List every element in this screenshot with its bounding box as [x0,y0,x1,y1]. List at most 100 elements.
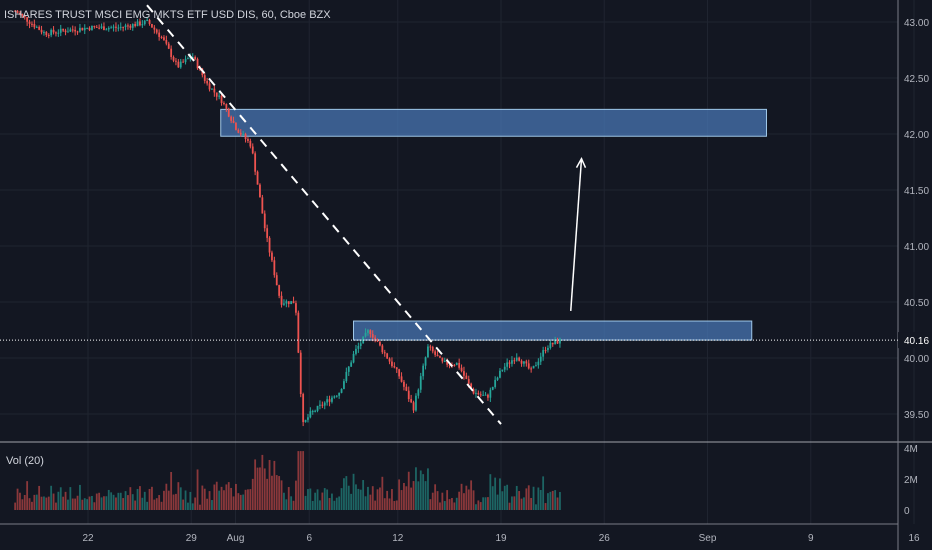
volume-bar [199,504,201,510]
candle-body [184,58,187,63]
volume-bar [367,486,369,510]
candle-body [230,116,233,121]
candle-body [76,31,79,33]
volume-bar [496,494,499,510]
candle-body [463,371,465,376]
volume-bar [266,478,269,510]
candle-body [439,356,441,358]
volume-bar [292,500,295,510]
candle-body [28,21,31,24]
candle-body [388,358,391,362]
candle-body [295,303,297,313]
candle-body [117,27,120,29]
y-tick-label: 40.50 [904,298,929,309]
candle-body [110,27,113,29]
y-tick-label: 42.50 [904,74,929,85]
candle-body [369,330,372,335]
candle-body [395,367,398,370]
volume-bar [148,488,151,510]
volume-bar [155,498,158,510]
candle-body [532,365,535,369]
volume-bar [477,500,480,510]
candle-body [23,15,26,18]
volume-bar [458,491,461,510]
candle-body [74,29,77,32]
candle-body [446,361,449,365]
volume-bar [311,500,314,510]
volume-bar [76,495,79,510]
candle-body [403,381,405,387]
volume-bar [487,497,489,510]
candle-body [316,405,319,411]
volume-bar [225,484,228,510]
candle-body [559,338,561,344]
volume-bar [549,491,552,510]
volume-bar [388,498,391,510]
candle-body [496,377,499,380]
volume-bar [223,490,225,510]
candle-body [422,365,425,377]
volume-bar [163,490,165,510]
volume-bar [237,493,240,510]
candle-body [290,301,293,305]
volume-bar [230,487,233,510]
volume-bar [297,451,300,510]
volume-bar [196,469,199,510]
candle-body [266,228,269,238]
volume-bar [50,485,53,510]
candle-body [405,386,408,391]
candle-body [393,366,396,368]
candle-body [523,361,525,364]
volume-bar [417,481,420,510]
candle-body [319,404,321,406]
candle-body [508,362,511,364]
volume-bar [127,495,129,510]
volume-bar [179,487,182,510]
candle-body [119,26,122,28]
candle-body [537,361,540,366]
candle-body [31,23,33,25]
volume-bar [100,497,103,510]
resistance-zone [353,320,753,341]
volume-bar [35,494,38,510]
candle-body [155,29,158,33]
volume-bar [530,498,533,510]
volume-bar [28,498,31,510]
volume-bar [513,496,516,510]
candle-body [268,237,271,253]
candle-body [443,361,446,363]
current-price-box [898,332,932,349]
volume-bar [38,485,41,510]
volume-bar [83,498,86,510]
volume-bar [511,496,513,510]
descending-trendline [146,4,502,425]
volume-bar [472,490,475,510]
volume-bar [227,482,230,510]
candle-body [273,260,276,276]
candle-body [129,25,132,28]
chart-title: ISHARES TRUST MSCI EMG MKTS ETF USD DIS,… [4,9,331,21]
candle-body [261,197,264,214]
candle-body [371,334,374,338]
candle-body [280,295,283,305]
candle-body [472,389,475,394]
candle-body [127,25,129,27]
volume-bar [386,490,389,510]
candle-body [381,345,384,353]
candle-body [263,213,266,229]
volume-bar [535,504,537,510]
candle-body [122,26,125,28]
candle-body [513,360,516,362]
candle-body [326,399,329,403]
candle-body [398,369,401,377]
volume-bar [136,488,139,510]
volume-bar [278,476,281,510]
candle-body [203,75,206,81]
volume-bar [165,483,168,510]
candle-body [167,43,170,49]
volume-bar [69,487,72,510]
candle-body [64,30,67,33]
